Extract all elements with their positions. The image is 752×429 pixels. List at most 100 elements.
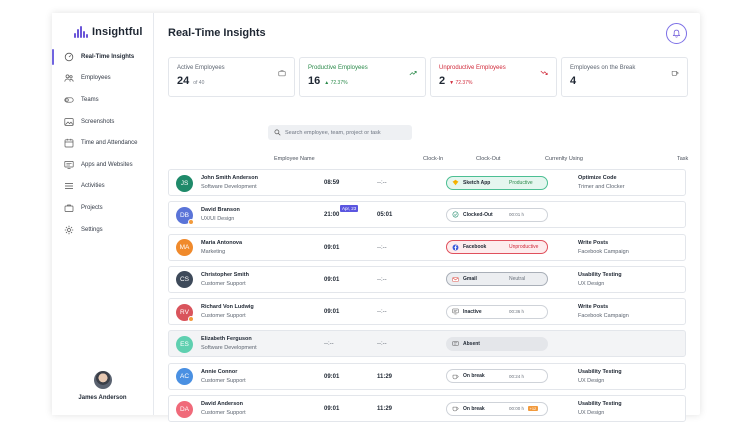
card-sub: of 40 (193, 80, 205, 86)
stat-card-employees-on-the-break[interactable]: Employees on the Break 4 (561, 57, 688, 97)
card-label: Productive Employees (308, 65, 368, 71)
coffee-icon (452, 405, 459, 412)
employee-department: Software Development (201, 345, 257, 352)
current-app-pill[interactable]: Clocked-Out 00:01 h (446, 207, 548, 222)
employee-name[interactable]: Annie Connor (201, 368, 238, 375)
task-project: UX Design (578, 377, 605, 384)
table-row[interactable]: MA Maria Antonova Marketing 09:01 --:-- Faceb… (168, 233, 686, 261)
employee-name[interactable]: Elizabeth Ferguson (201, 336, 252, 343)
sidebar-item-label: Screenshots (81, 118, 115, 125)
avatar[interactable]: CS (176, 271, 193, 289)
avatar-initials: JS (180, 179, 189, 187)
card-label: Employees on the Break (570, 65, 636, 71)
employee-department: UX/UI Design (201, 216, 235, 223)
sidebar-item-label: Projects (81, 204, 103, 211)
employee-name[interactable]: Richard Von Ludwig (201, 304, 254, 311)
table-row[interactable]: RV Richard Von Ludwig Customer Support 09:0… (168, 298, 686, 326)
clock-in-time: 21:00 (324, 212, 340, 219)
sidebar-item-apps-and-websites[interactable]: Apps and Websites (52, 154, 153, 176)
bell-icon (672, 29, 681, 38)
logo[interactable]: Insightful (52, 13, 153, 43)
table-row[interactable]: DB David Branson UX/UI Design 21:00 Apr, 23 0… (168, 201, 686, 229)
users-icon (64, 73, 74, 83)
current-app-pill[interactable]: Facebook Unproductive (446, 240, 548, 255)
current-app-name: Clocked-Out (463, 211, 493, 218)
task-title[interactable]: Usability Testing (578, 271, 622, 278)
avatar-initials: DA (179, 405, 190, 413)
duration: 00:01 h (509, 212, 525, 218)
avatar-initials: DB (179, 211, 190, 219)
table-row[interactable]: ES Elizabeth Ferguson Software Development… (168, 330, 686, 358)
current-app-pill[interactable]: On break 00:24 h (446, 369, 548, 384)
current-app-pill[interactable]: Inactive 00:36 h (446, 304, 548, 319)
status-dot (188, 315, 194, 322)
avatar[interactable]: MA (176, 239, 193, 257)
avatar[interactable]: AC (176, 368, 193, 386)
trend-down-icon (540, 64, 548, 75)
col-employee-name[interactable]: Employee Name (274, 156, 315, 162)
col-task[interactable]: Task (677, 156, 689, 162)
sidebar-item-teams[interactable]: Teams (52, 89, 153, 111)
employee-name[interactable]: David Anderson (201, 401, 243, 408)
employee-name[interactable]: David Branson (201, 207, 240, 214)
sidebar-item-activities[interactable]: Activities (52, 176, 153, 198)
col-clock-out[interactable]: Clock-Out (476, 156, 501, 162)
current-app-name: On break (463, 373, 485, 380)
task-title[interactable]: Write Posts (578, 239, 609, 246)
task-title[interactable]: Write Posts (578, 304, 609, 311)
current-app-pill[interactable]: On break 00:00 h +12 (446, 401, 548, 416)
task-title[interactable]: Usability Testing (578, 401, 622, 408)
current-app-pill[interactable]: Gmail Neutral (446, 272, 548, 287)
clock-in-time: 09:01 (324, 373, 340, 380)
logo-text: Insightful (92, 25, 143, 38)
task-project: Facebook Campaign (578, 248, 629, 255)
search-box[interactable] (268, 125, 412, 140)
avatar[interactable]: JS (176, 174, 193, 192)
table-row[interactable]: DA David Anderson Customer Support 09:01 11:… (168, 395, 686, 423)
employee-name[interactable]: Maria Antonova (201, 239, 243, 246)
avatar[interactable]: DB (176, 206, 194, 225)
sidebar-item-settings[interactable]: Settings (52, 219, 153, 241)
stat-card-unproductive-employees[interactable]: Unproductive Employees 2 ▼ 72.37% (430, 57, 557, 97)
duration: 00:36 h (509, 309, 525, 315)
stat-card-productive-employees[interactable]: Productive Employees 16 ▲ 72.37% (299, 57, 426, 97)
card-value-wrap: 16 ▲ 72.37% (308, 75, 417, 87)
card-value-wrap: 24 of 40 (177, 75, 286, 87)
task-title[interactable]: Usability Testing (578, 368, 622, 375)
gauge-icon (64, 52, 74, 62)
table-row[interactable]: JS John Smith Anderson Software Developmen… (168, 169, 686, 196)
notifications-button[interactable] (666, 23, 687, 44)
date-badge: Apr, 23 (340, 205, 359, 213)
avatar[interactable]: ES (176, 335, 193, 353)
table-row[interactable]: AC Annie Connor Customer Support 09:01 11:29… (168, 362, 686, 390)
sidebar-item-label: Settings (81, 226, 103, 233)
col-clock-in[interactable]: Clock-In (423, 156, 444, 162)
sidebar-item-projects[interactable]: Projects (52, 197, 153, 219)
clock-out-time: 11:29 (377, 373, 393, 380)
table-row[interactable]: CS Christopher Smith Customer Support 09:01… (168, 265, 686, 293)
toggle-icon (64, 95, 74, 105)
col-currently-using[interactable]: Currenlty Using (545, 156, 583, 162)
task-project: UX Design (578, 410, 605, 417)
clock-in-time: 09:01 (324, 276, 340, 283)
employee-name[interactable]: John Smith Anderson (201, 175, 258, 181)
avatar[interactable] (93, 371, 112, 389)
sidebar-item-real-time-insights[interactable]: Real-Time Insights (52, 46, 153, 68)
page-title: Real-Time Insights (168, 27, 266, 39)
employee-name[interactable]: Christopher Smith (201, 271, 249, 278)
user-profile[interactable]: James Anderson (52, 371, 153, 401)
stat-card-active-employees[interactable]: Active Employees 24 of 40 (168, 57, 295, 97)
search-icon (274, 129, 281, 136)
search-input[interactable] (285, 129, 411, 136)
avatar[interactable]: RV (176, 303, 194, 322)
avatar[interactable]: DA (176, 400, 193, 418)
task-title[interactable]: Optimize Code (578, 175, 617, 181)
sidebar-item-screenshots[interactable]: Screenshots (52, 111, 153, 133)
summary-cards: Active Employees 24 of 40 Productive Employ… (168, 57, 688, 97)
task-project: Facebook Campaign (578, 313, 629, 320)
task-project: UX Design (578, 280, 605, 287)
current-app-pill[interactable]: Absent (446, 336, 548, 351)
sidebar-item-time-and-attendance[interactable]: Time and Attendance (52, 132, 153, 154)
sidebar-item-employees[interactable]: Employees (52, 68, 153, 90)
current-app-pill[interactable]: Sketch App Productive (446, 175, 548, 190)
